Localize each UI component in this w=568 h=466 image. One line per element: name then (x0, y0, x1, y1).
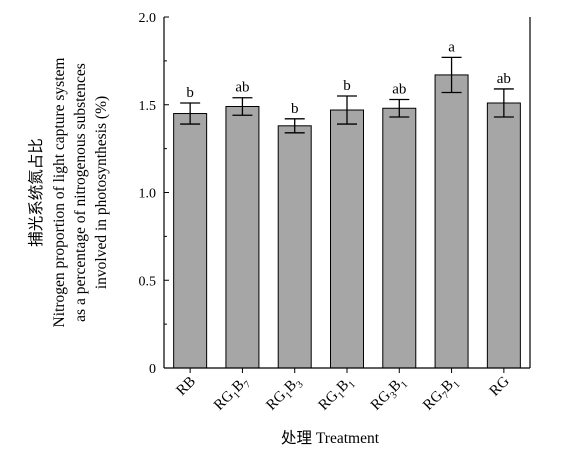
x-tick-label-rg1b3: RG1B3 (263, 374, 305, 416)
x-tick-label-part: RB (174, 374, 199, 399)
x-tick-label-rg: RG (487, 373, 513, 399)
x-tick-label-rb: RB (174, 374, 199, 399)
significance-label: b (186, 85, 194, 101)
bar-rg1b7 (225, 106, 260, 369)
y-axis-label-line: involved in photosynthesis (%) (93, 96, 110, 289)
bar-rg1b3 (277, 125, 312, 369)
y-axis-label-line: as a percentage of nitrogenous substence… (72, 63, 89, 322)
bar-rg3b1 (382, 107, 417, 369)
y-tick-label: 0.5 (139, 274, 157, 289)
x-axis-label: 处理 Treatment (281, 429, 380, 447)
significance-label: b (343, 78, 351, 94)
y-axis-label-line: Nitrogen proportion of light capture sys… (51, 58, 68, 328)
x-tick-label-part: 1 (451, 379, 462, 390)
bar-rb (173, 113, 208, 369)
x-tick-label-part: 3 (294, 379, 305, 390)
y-tick-label: 1.0 (139, 187, 157, 202)
x-tick-label-part: 1 (336, 390, 347, 401)
y-axis-label-line: 捕光系统氮占比 (27, 138, 45, 247)
y-tick-label: 0 (149, 362, 156, 377)
bar-rg (486, 102, 521, 369)
x-tick-label-part: 1 (347, 379, 358, 390)
bars: b ab b b ab a ab (173, 39, 521, 369)
bar-rg1b1 (330, 109, 364, 369)
significance-label: b (291, 101, 299, 117)
bar-rg7b1 (434, 74, 469, 369)
x-tick-label-rg1b1: RG1B1 (316, 374, 358, 416)
x-tick-label-part: 1 (399, 379, 410, 390)
x-tick-label-part: 3 (388, 390, 399, 401)
x-tick-label-rg1b7: RG1B7 (211, 374, 253, 416)
significance-label: ab (392, 81, 406, 97)
x-tick-label-part: 1 (231, 390, 242, 401)
significance-label: ab (497, 71, 511, 87)
significance-label: a (448, 39, 455, 55)
x-tick-label-rg3b1: RG3B1 (368, 374, 410, 416)
significance-label: ab (235, 80, 249, 96)
y-axis: 0 0.5 1.0 1.5 2.0 (139, 11, 531, 377)
x-tick-label-part: 7 (242, 379, 253, 390)
y-axis-label: 捕光系统氮占比 Nitrogen proportion of light capt… (27, 58, 110, 328)
x-tick-label-part: RG (487, 373, 513, 399)
x-tick-label-part: 7 (441, 390, 452, 401)
y-tick-label: 2.0 (139, 11, 157, 26)
x-tick-label-part: 1 (284, 390, 295, 401)
y-tick-label: 1.5 (139, 99, 157, 114)
x-tick-label-rg7b1: RG7B1 (420, 374, 462, 416)
